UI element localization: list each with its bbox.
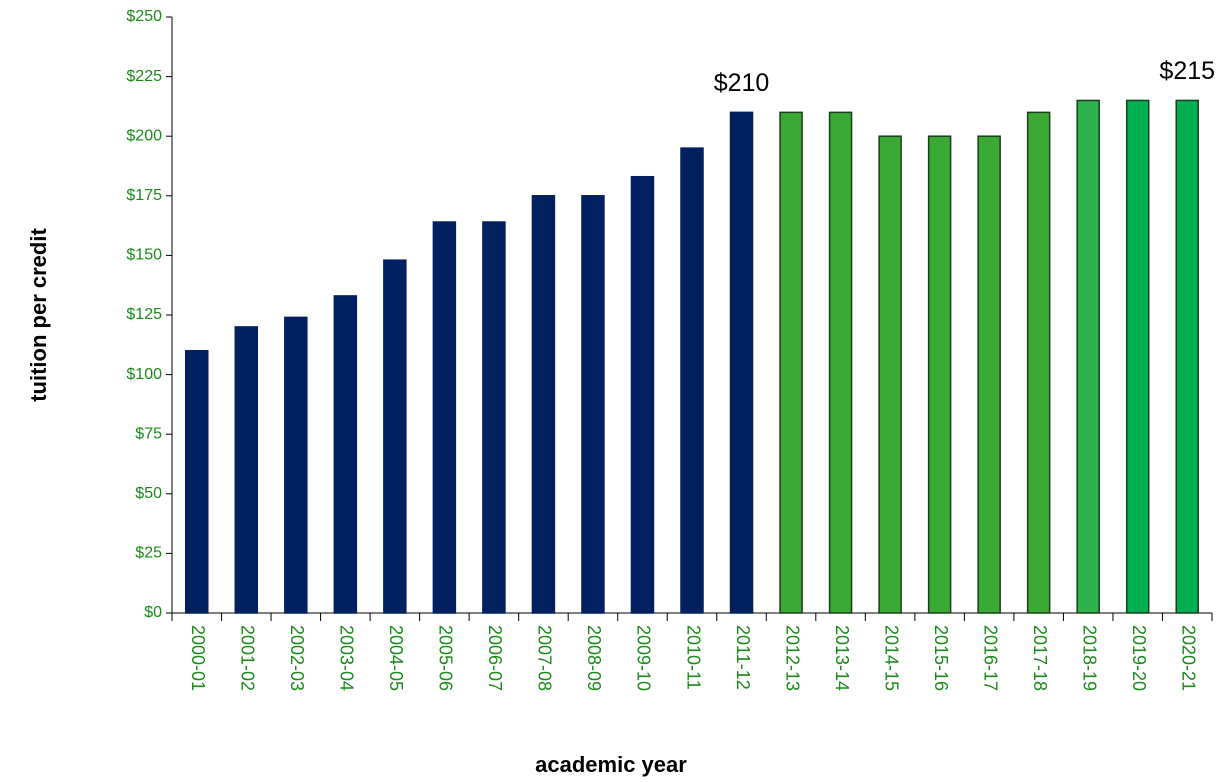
value-label: $215 [1159,57,1215,85]
bar [1125,99,1150,614]
x-tick-label: 2005-06 [436,625,456,691]
y-tick-label: $50 [135,485,162,502]
y-tick-label: $75 [135,425,162,442]
bar [680,147,704,614]
x-tick-label: 2015-16 [931,625,951,691]
x-tick-label: 2020-21 [1178,625,1198,691]
bar [333,295,358,614]
x-tick-label: 2014-15 [881,625,901,691]
x-tick-label: 2017-18 [1030,625,1050,691]
x-tick-label: 2003-04 [337,625,357,691]
y-tick-label: $150 [126,247,162,264]
bar [284,316,308,614]
x-tick-label: 2002-03 [287,625,307,691]
bar [482,221,506,614]
y-axis-label: tuition per credit [26,228,51,402]
x-tick-label: 2001-02 [238,625,258,691]
bar [977,135,1001,614]
x-tick-label: 2019-20 [1129,625,1149,691]
x-tick-label: 2009-10 [634,625,654,691]
x-tick-label: 2008-09 [584,625,604,691]
bar [729,111,754,614]
bar [878,135,902,614]
bar [828,111,853,614]
x-tick-label: 2013-14 [832,625,852,691]
x-tick-label: 2012-13 [782,625,802,691]
x-tick-label: 2011-12 [733,625,753,690]
x-tick-label: 2006-07 [485,625,505,691]
x-axis-label: academic year [535,752,687,777]
y-tick-label: $125 [126,306,162,323]
y-tick-label: $100 [126,366,162,383]
y-tick-label: $250 [126,8,162,25]
bar [1026,111,1051,614]
y-tick-label: $25 [135,545,162,562]
bar [581,195,605,614]
bar [185,350,209,614]
bar [779,111,803,614]
bar [234,326,259,614]
y-tick-label: $200 [126,127,162,144]
x-tick-label: 2016-17 [980,625,1000,691]
value-label: $210 [714,69,770,97]
bar [531,195,556,614]
x-tick-label: 2010-11 [683,625,703,690]
x-tick-label: 2004-05 [386,625,406,691]
bar [383,259,407,614]
y-tick-label: $0 [144,604,162,621]
bar [927,135,952,614]
x-tick-label: 2018-19 [1079,625,1099,691]
bar [630,175,655,614]
x-tick-label: 2007-08 [535,625,555,691]
x-tick-label: 2000-01 [188,625,208,691]
y-tick-label: $225 [126,68,162,85]
bar [1076,99,1100,614]
bar [1175,99,1199,614]
y-tick-label: $175 [126,187,162,204]
bar [432,221,457,614]
